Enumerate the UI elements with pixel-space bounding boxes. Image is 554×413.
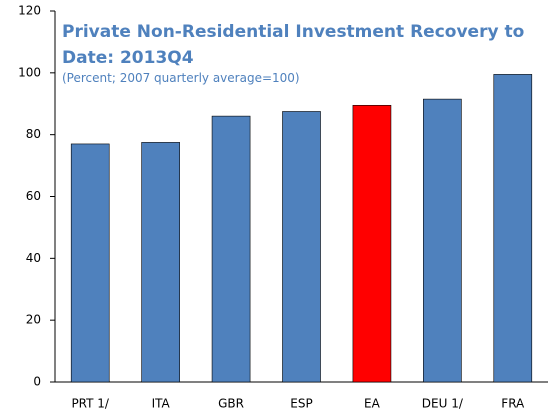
bar [352,104,392,383]
bar [423,98,462,383]
bar [70,143,110,383]
y-tick-label: 60 [26,189,41,203]
chart-subtitle: (Percent; 2007 quarterly average=100) [62,71,300,85]
y-tick-label: 120 [18,4,41,18]
x-tick-label: GBR [218,397,244,411]
y-tick-label: 100 [18,65,41,79]
x-tick-label: ITA [152,397,171,411]
x-tick-label: ESP [290,397,312,411]
chart-title: Private Non-Residential Investment Recov… [62,22,525,68]
y-tick-label: 80 [26,127,41,141]
bar [282,111,321,383]
x-tick-label: PRT 1/ [71,397,109,411]
y-tick-label: 20 [26,313,41,327]
y-tick-label: 0 [33,375,41,389]
bar [141,142,180,383]
bar [493,74,533,383]
x-tick-label: FRA [501,397,525,411]
x-tick-label: DEU 1/ [422,397,464,411]
bar [211,115,251,383]
x-tick-label: EA [364,397,381,411]
y-tick-label: 40 [26,251,41,265]
